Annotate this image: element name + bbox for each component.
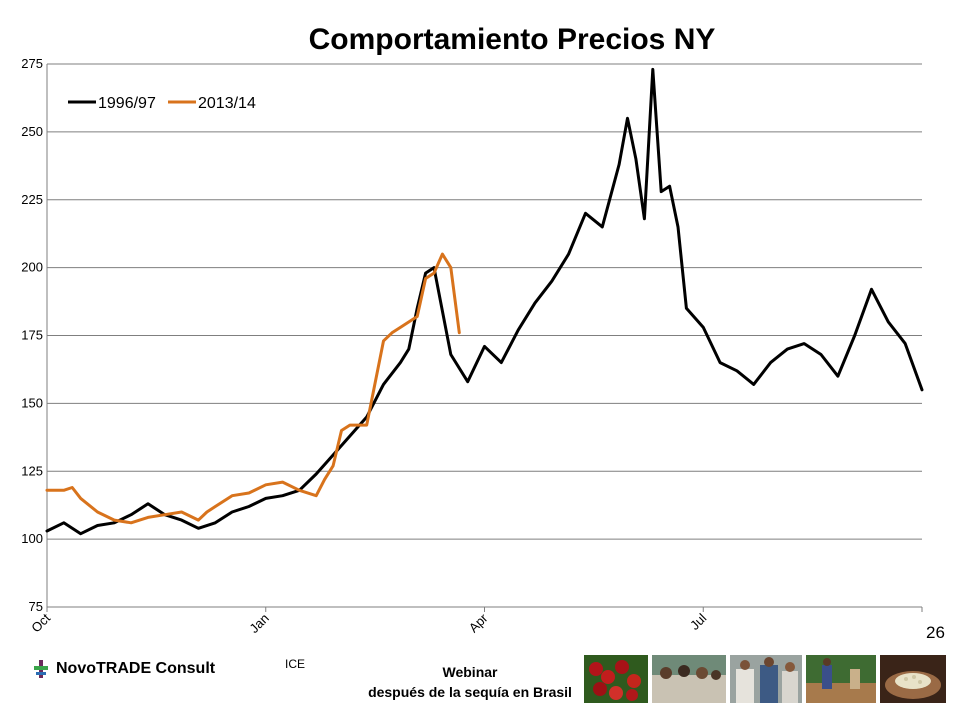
webinar-caption: Webinar después de la sequía en Brasil [355, 662, 585, 702]
x-tick-label: Jul [687, 610, 709, 632]
gridlines [47, 63, 922, 608]
webinar-subtitle: después de la sequía en Brasil [368, 684, 572, 700]
y-tick-label: 250 [21, 124, 43, 139]
novotrade-logo: NovoTRADE Consult [34, 660, 215, 678]
y-tick-label: 100 [21, 531, 43, 546]
page-number: 26 [926, 623, 945, 642]
logo-text: NovoTRADE Consult [56, 660, 216, 677]
series-line-2013-14 [45, 252, 461, 525]
coffee-cherries-photo [584, 655, 648, 703]
workers-photo [730, 655, 802, 703]
series-lines [45, 67, 924, 536]
legend-label: 2013/14 [198, 95, 256, 112]
drying-coffee-photo [806, 655, 876, 703]
meeting-photo [652, 655, 726, 703]
source-label: ICE [285, 657, 306, 671]
webinar-title: Webinar [442, 664, 498, 680]
y-tick-label: 200 [21, 260, 43, 275]
y-tick-label: 75 [29, 599, 43, 614]
y-axis-ticks: 75 100 125 150 175 200 225 250 275 [21, 56, 48, 614]
y-tick-label: 225 [21, 192, 43, 207]
legend-label: 1996/97 [98, 95, 156, 112]
x-tick-label: Apr [466, 610, 491, 635]
price-chart: Comportamiento Precios NY 75 100 125 150 175… [21, 23, 924, 636]
y-tick-label: 275 [21, 56, 43, 71]
x-tick-label: Oct [28, 610, 53, 635]
x-axis: Oct Jan Apr Jul [28, 607, 923, 636]
chart-title: Comportamiento Precios NY [309, 23, 716, 56]
y-tick-label: 150 [21, 395, 43, 410]
y-tick-label: 125 [21, 463, 43, 478]
legend: 1996/97 2013/14 [68, 95, 256, 112]
x-tick-label: Jan [246, 611, 271, 636]
series-line-1996-97 [45, 67, 924, 536]
y-tick-label: 175 [21, 328, 43, 343]
hands-beans-photo [880, 655, 946, 703]
novotrade-logo-icon [34, 660, 48, 678]
